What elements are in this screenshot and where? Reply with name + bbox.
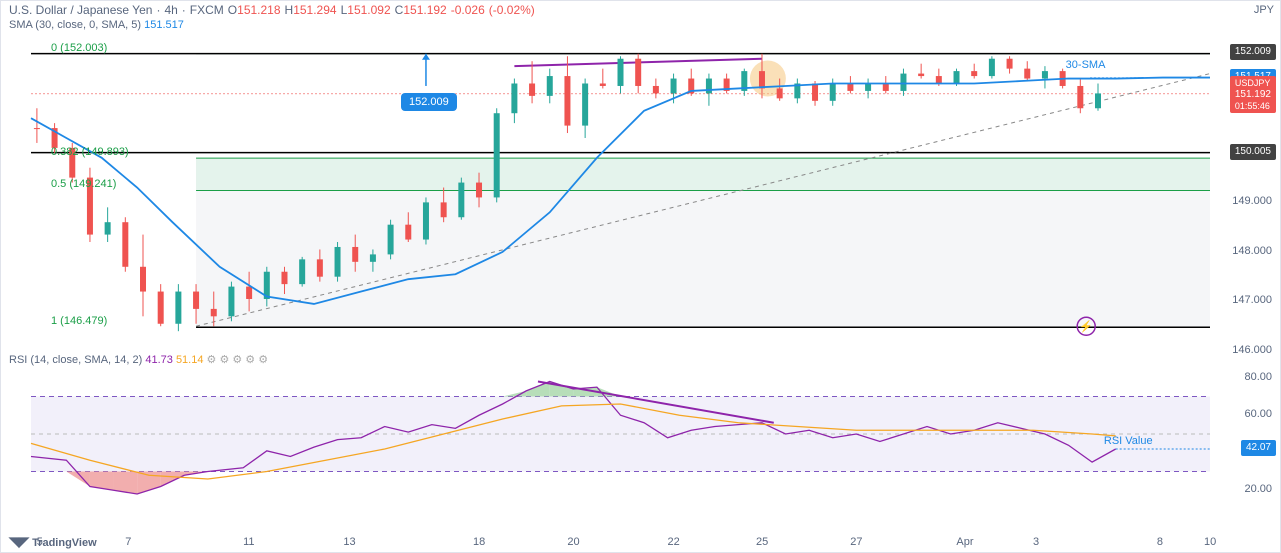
rsi-chart-pane[interactable] bbox=[31, 359, 1210, 509]
timeframe[interactable]: 4h bbox=[164, 3, 177, 17]
price-ytick: 146.000 bbox=[1232, 344, 1272, 356]
price-ytick: 149.000 bbox=[1232, 195, 1272, 207]
quote-ticker: JPY bbox=[1254, 4, 1274, 16]
time-xtick: 18 bbox=[473, 536, 485, 548]
sma-label-annotation: 30-SMA bbox=[1066, 59, 1106, 71]
close-val: 151.192 bbox=[403, 3, 446, 17]
time-xtick: 20 bbox=[567, 536, 579, 548]
fib-label: 0.5 (149.241) bbox=[51, 178, 116, 190]
time-xtick: 8 bbox=[1157, 536, 1163, 548]
low-val: 151.092 bbox=[347, 3, 390, 17]
price-ytick: 147.000 bbox=[1232, 294, 1272, 306]
price-callout: 152.009 bbox=[401, 93, 457, 111]
change-pct: (-0.02%) bbox=[489, 3, 535, 17]
time-xtick: 5 bbox=[37, 536, 43, 548]
open-val: 151.218 bbox=[237, 3, 280, 17]
rsi-ytick: 80.00 bbox=[1244, 371, 1272, 383]
time-xtick: 11 bbox=[243, 536, 254, 548]
last-price-badge: USDJPY151.19201:55:46 bbox=[1230, 76, 1276, 114]
symbol[interactable]: U.S. Dollar / Japanese Yen bbox=[9, 3, 152, 17]
price-chart-pane[interactable]: ⚡ bbox=[31, 29, 1210, 351]
svg-text:⚡: ⚡ bbox=[1079, 320, 1093, 333]
time-xtick: 25 bbox=[756, 536, 768, 548]
high-val: 151.294 bbox=[293, 3, 336, 17]
rsi-value-label: RSI Value bbox=[1104, 435, 1153, 447]
time-xtick: 10 bbox=[1204, 536, 1216, 548]
price-level-badge: 150.005 bbox=[1230, 144, 1276, 160]
rsi-value-badge: 42.07 bbox=[1241, 440, 1276, 456]
time-xtick: 3 bbox=[1033, 536, 1039, 548]
time-xtick: Apr bbox=[956, 536, 973, 548]
fib-label: 0 (152.003) bbox=[51, 42, 107, 54]
time-xtick: 7 bbox=[125, 536, 131, 548]
fib-label: 1 (146.479) bbox=[51, 315, 107, 327]
rsi-ytick: 20.00 bbox=[1244, 483, 1272, 495]
broker: FXCM bbox=[190, 3, 224, 17]
tradingview-logo[interactable]: ◥◤ TradingView bbox=[9, 534, 97, 550]
time-xtick: 27 bbox=[850, 536, 862, 548]
time-xtick: 22 bbox=[668, 536, 680, 548]
change-val: -0.026 bbox=[451, 3, 485, 17]
time-xtick: 13 bbox=[343, 536, 355, 548]
chart-header: U.S. Dollar / Japanese Yen· 4h· FXCM O15… bbox=[9, 3, 535, 17]
rsi-ytick: 60.00 bbox=[1244, 408, 1272, 420]
fib-label: 0.382 (149.893) bbox=[51, 146, 129, 158]
price-ytick: 148.000 bbox=[1232, 245, 1272, 257]
price-level-badge: 152.009 bbox=[1230, 44, 1276, 60]
